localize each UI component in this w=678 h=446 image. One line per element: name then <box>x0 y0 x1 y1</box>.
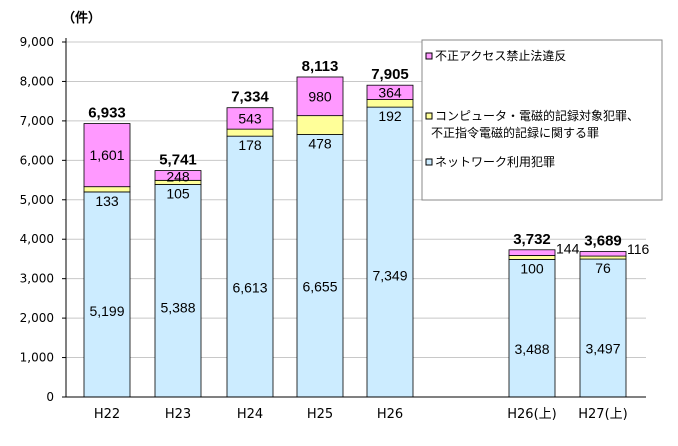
segment-label-computer: 478 <box>308 135 332 151</box>
bar-segment-network <box>296 134 344 398</box>
bar-segment-network <box>83 191 131 398</box>
bar-segment-access <box>226 107 274 130</box>
segment-label-access: 144 <box>556 240 580 256</box>
x-category-label: H26(上) <box>507 407 556 422</box>
segment-label-network: 3,497 <box>585 341 620 357</box>
bar-segment-access <box>154 170 202 181</box>
segment-label-access: 364 <box>378 84 402 100</box>
bar-segment-computer <box>296 115 344 135</box>
y-tick-label: 3,000 <box>20 272 54 286</box>
legend-marker-computer-crime <box>425 112 433 120</box>
segment-label-network: 5,199 <box>89 303 124 319</box>
segment-label-network: 7,349 <box>372 267 407 283</box>
legend-marker-network-crime <box>425 158 433 166</box>
legend-marker-unauthorized-access <box>425 52 433 60</box>
y-tick-label: 9,000 <box>20 35 54 49</box>
legend-label-computer-crime-line2: 不正指令電磁的記録に関する罪 <box>431 125 599 140</box>
segment-label-access: 248 <box>166 168 190 184</box>
segment-label-network: 6,655 <box>302 279 337 295</box>
segment-label-access: 116 <box>627 241 650 257</box>
segment-label-computer: 192 <box>378 108 402 124</box>
y-tick-label: 5,000 <box>20 193 54 207</box>
legend-label-computer-crime-line1: コンピュータ・電磁的記録対象犯罪、 <box>435 108 639 123</box>
segment-label-computer: 133 <box>95 193 119 209</box>
bar-segment-computer <box>226 128 274 137</box>
bar-segment-network <box>226 135 274 398</box>
legend-label-unauthorized-access: 不正アクセス禁止法違反 <box>435 49 566 63</box>
bar-segment-access <box>366 84 414 100</box>
x-category-label: H27(上) <box>578 407 627 422</box>
legend-box <box>421 39 663 201</box>
bar-segment-computer <box>83 186 131 193</box>
value-labels: H22 6,933 5,199 133 1,601 H23 5,741 5,388 105248… <box>88 58 649 422</box>
segment-label-computer: 76 <box>595 260 611 276</box>
y-axis-unit-label: （件） <box>62 10 101 26</box>
bar-segment-access <box>579 251 627 257</box>
bar-segment-network <box>366 106 414 398</box>
segment-label-access: 980 <box>308 88 332 104</box>
segment-label-computer: 100 <box>520 260 544 276</box>
bar-segment-computer <box>579 255 627 260</box>
segment-label-network: 5,388 <box>160 300 195 316</box>
bar-total-label: 8,113 <box>302 58 339 75</box>
bar-total-label: 7,905 <box>371 66 409 83</box>
bar-segment-network <box>154 184 202 398</box>
segment-label-access: 543 <box>238 110 262 126</box>
y-tick-label: 2,000 <box>20 311 54 325</box>
bar-segment-network <box>579 258 627 398</box>
bar-total-label: 5,741 <box>159 152 197 169</box>
bars <box>83 76 627 398</box>
bar-total-label: 3,689 <box>584 232 622 249</box>
x-category-label: H24 <box>237 407 263 422</box>
bar-total-label: 3,732 <box>513 231 551 248</box>
y-tick-label: 1,000 <box>20 351 54 365</box>
segment-label-access: 1,601 <box>89 147 124 163</box>
x-category-label: H23 <box>165 407 191 422</box>
legend: 不正アクセス禁止法違反 コンピュータ・電磁的記録対象犯罪、 不正指令電磁的記録に… <box>421 39 663 201</box>
x-category-label: H22 <box>94 407 120 422</box>
y-tick-label: 0 <box>46 390 54 404</box>
bar-segment-network <box>508 259 556 398</box>
bar-segment-computer <box>366 99 414 108</box>
bar-segment-access <box>508 249 556 256</box>
segment-label-network: 3,488 <box>514 341 549 357</box>
x-category-label: H26 <box>377 407 403 422</box>
y-tick-label: 8,000 <box>20 74 54 88</box>
segment-label-computer: 178 <box>238 137 262 153</box>
segment-label-network: 6,613 <box>232 279 267 295</box>
bar-segment-access <box>296 76 344 117</box>
bar-segment-access <box>83 123 131 188</box>
axes: 0 1,000 2,000 3,000 4,000 5,000 6,000 7,000 8,00… <box>20 35 646 404</box>
legend-label-network-crime: ネットワーク利用犯罪 <box>435 155 555 169</box>
bar-total-label: 7,334 <box>231 89 269 106</box>
bar-segment-computer <box>508 255 556 260</box>
y-tick-label: 6,000 <box>20 153 54 167</box>
y-tick-label: 4,000 <box>20 232 54 246</box>
y-tick-label: 7,000 <box>20 114 54 128</box>
bar-total-label: 6,933 <box>88 105 126 122</box>
segment-label-computer: 105 <box>166 185 190 201</box>
x-category-label: H25 <box>307 407 333 422</box>
